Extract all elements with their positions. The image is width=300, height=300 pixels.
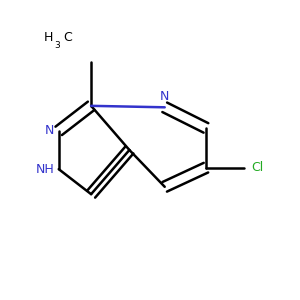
- Text: NH: NH: [36, 163, 54, 176]
- Text: N: N: [160, 90, 169, 103]
- Text: 3: 3: [54, 41, 60, 50]
- Text: Cl: Cl: [252, 161, 264, 174]
- Text: C: C: [63, 31, 72, 44]
- Text: H: H: [44, 31, 53, 44]
- Text: N: N: [45, 124, 54, 137]
